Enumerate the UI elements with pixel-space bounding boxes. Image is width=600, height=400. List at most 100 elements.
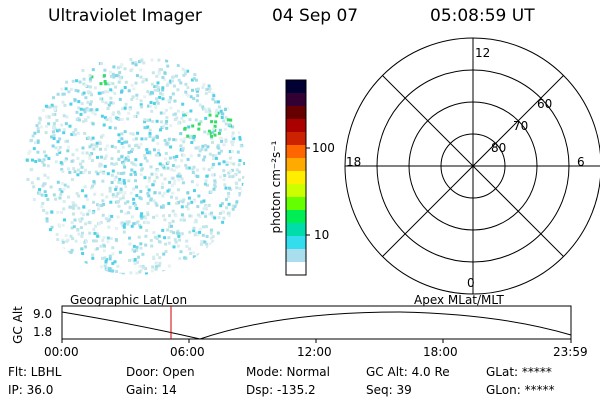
image-pixel (164, 151, 168, 155)
image-pixel (103, 156, 107, 160)
timeline-y-tick-9: 9.0 (33, 307, 53, 321)
image-pixel (128, 205, 132, 209)
image-pixel (76, 228, 80, 232)
image-pixel (69, 234, 73, 238)
image-pixel (113, 92, 117, 95)
image-pixel (108, 126, 112, 130)
image-pixel (182, 119, 186, 123)
image-pixel (108, 218, 112, 222)
image-pixel (89, 100, 93, 104)
image-pixel (73, 170, 77, 174)
image-pixel (56, 180, 60, 184)
image-pixel (92, 200, 95, 204)
image-pixel (167, 99, 171, 102)
image-pixel (184, 82, 188, 86)
image-pixel (111, 193, 115, 197)
image-pixel (68, 124, 72, 128)
image-pixel (118, 75, 122, 79)
image-pixel (110, 89, 114, 93)
image-pixel (93, 86, 97, 90)
image-pixel (237, 131, 241, 135)
image-pixel (153, 148, 156, 152)
image-pixel (71, 79, 75, 83)
image-pixel (44, 194, 48, 197)
image-pixel (157, 240, 161, 244)
image-pixel (155, 84, 159, 88)
image-pixel (116, 200, 120, 204)
image-pixel (149, 198, 153, 202)
image-pixel (156, 153, 160, 157)
image-pixel (220, 139, 224, 143)
image-pixel (126, 155, 130, 159)
image-pixel (176, 201, 180, 205)
image-pixel (221, 220, 225, 224)
image-pixel (30, 181, 34, 185)
image-pixel (129, 69, 133, 73)
image-pixel (218, 128, 222, 132)
image-pixel (227, 191, 231, 195)
image-pixel (227, 202, 231, 206)
image-pixel (114, 187, 118, 191)
image-pixel (94, 170, 98, 174)
image-pixel (127, 211, 130, 215)
image-pixel (220, 149, 223, 153)
image-pixel (215, 108, 219, 112)
image-pixel (160, 173, 163, 177)
image-pixel (69, 87, 73, 91)
colorbar-band (286, 145, 306, 159)
timeline-left-label: Geographic Lat/Lon (70, 293, 188, 307)
image-pixel (50, 210, 54, 214)
image-pixel (171, 209, 175, 213)
image-pixel (204, 225, 208, 229)
image-pixel (199, 120, 203, 124)
image-pixel (110, 214, 114, 218)
image-pixel (160, 185, 164, 189)
image-pixel (83, 131, 87, 135)
image-pixel (104, 258, 108, 261)
image-pixel (221, 210, 225, 214)
image-pixel (70, 178, 74, 181)
image-pixel (134, 81, 138, 85)
image-pixel (55, 233, 59, 236)
image-pixel (231, 131, 235, 135)
image-pixel (75, 148, 79, 152)
image-pixel (95, 232, 99, 236)
image-pixel (118, 177, 122, 181)
image-pixel (70, 248, 74, 252)
image-pixel (62, 207, 66, 211)
image-pixel (103, 256, 107, 260)
image-pixel (124, 212, 128, 216)
image-pixel (43, 182, 47, 186)
image-pixel (211, 235, 215, 239)
image-pixel (66, 238, 70, 242)
image-pixel (43, 190, 47, 194)
image-pixel (229, 169, 232, 173)
image-pixel (198, 230, 202, 234)
image-pixel (114, 74, 118, 77)
image-pixel (160, 68, 163, 71)
image-pixel (112, 65, 116, 69)
image-pixel (79, 107, 83, 111)
image-pixel (211, 130, 215, 134)
image-pixel (108, 189, 112, 193)
image-pixel (184, 256, 188, 260)
image-pixel (235, 200, 239, 204)
footer-dsp: Dsp: -135.2 (246, 383, 316, 397)
image-pixel (177, 172, 181, 176)
image-pixel (108, 267, 112, 271)
image-pixel (123, 191, 127, 195)
image-pixel (164, 108, 168, 112)
image-pixel (37, 121, 41, 125)
image-pixel (67, 90, 71, 94)
image-pixel (197, 122, 201, 126)
image-pixel (156, 101, 160, 105)
image-pixel (133, 262, 137, 266)
image-pixel (217, 216, 221, 219)
image-pixel (144, 243, 148, 247)
image-pixel (61, 170, 65, 173)
image-pixel (64, 234, 68, 238)
image-pixel (139, 242, 143, 246)
image-pixel (54, 105, 58, 109)
image-pixel (213, 179, 217, 183)
